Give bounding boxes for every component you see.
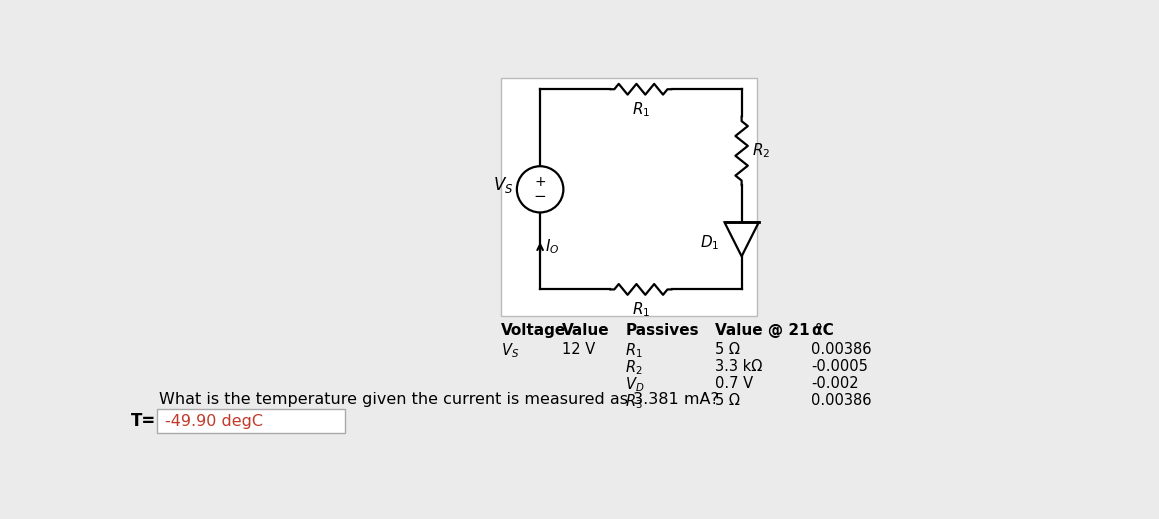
Text: What is the temperature given the current is measured as 3.381 mA?: What is the temperature given the curren… [159,392,719,407]
Text: $D_1$: $D_1$ [700,233,720,252]
Text: $R_1$: $R_1$ [626,342,643,361]
Text: $I_O$: $I_O$ [545,238,559,256]
Text: 3.3 kΩ: 3.3 kΩ [714,359,761,374]
Text: $R_3$: $R_3$ [626,392,643,412]
Text: -0.0005: -0.0005 [811,359,868,374]
Text: Passives: Passives [626,322,699,337]
Text: 12 V: 12 V [562,342,595,357]
Text: $V_S$: $V_S$ [493,175,513,196]
Text: $V_D$: $V_D$ [626,376,644,394]
FancyBboxPatch shape [502,78,757,317]
Text: 0.00386: 0.00386 [811,392,872,407]
Text: $V_S$: $V_S$ [502,342,519,361]
Polygon shape [724,223,759,256]
Text: Voltage: Voltage [502,322,567,337]
Text: -49.90 degC: -49.90 degC [165,414,263,429]
Text: Value: Value [562,322,610,337]
Text: 0.7 V: 0.7 V [714,376,752,391]
Text: $R_1$: $R_1$ [632,300,650,319]
Text: α: α [811,322,822,337]
Text: 0.00386: 0.00386 [811,342,872,357]
FancyBboxPatch shape [158,409,345,433]
Text: $R_1$: $R_1$ [632,100,650,119]
Text: $R_2$: $R_2$ [626,359,643,377]
Text: 5 Ω: 5 Ω [714,392,739,407]
Text: -0.002: -0.002 [811,376,859,391]
Text: Value @ 21 °C: Value @ 21 °C [714,322,833,337]
Text: 5 Ω: 5 Ω [714,342,739,357]
Text: +: + [534,175,546,189]
Text: −: − [534,189,547,204]
Circle shape [517,166,563,212]
Text: $R_2$: $R_2$ [752,142,771,160]
Text: T=: T= [131,412,155,430]
